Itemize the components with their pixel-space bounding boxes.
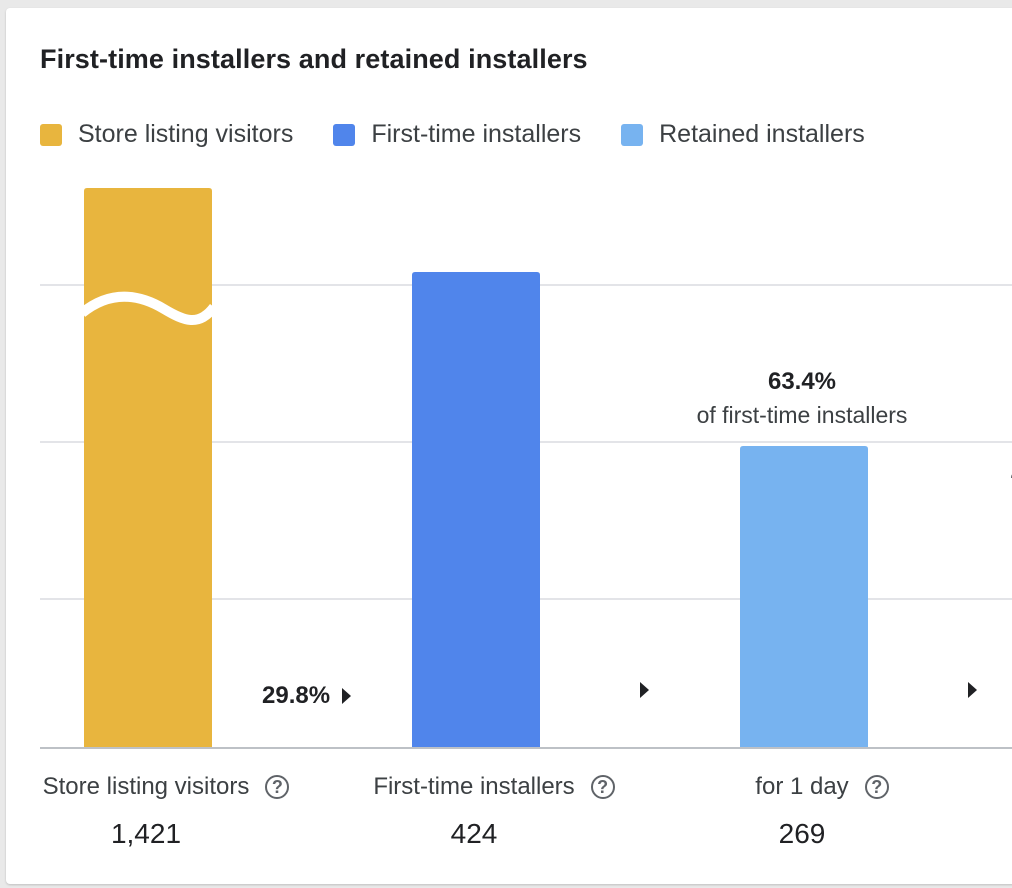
help-icon[interactable]: ?: [864, 775, 889, 799]
chart-card: First-time installers and retained insta…: [6, 8, 1012, 884]
legend-swatch-retained: [621, 123, 644, 146]
legend-swatch-visitors: [40, 123, 62, 146]
legend: Store listing visitors First-time instal…: [40, 120, 905, 149]
help-icon[interactable]: ?: [590, 775, 615, 799]
value-retained: 269: [778, 818, 826, 849]
category-label-first-time: First-time installers ?: [344, 773, 644, 801]
bar-visitors[interactable]: [84, 188, 212, 748]
arrow-right-icon: [968, 682, 977, 698]
arrow-right-icon: [342, 688, 352, 704]
retained-percent-subtitle: of first-time installers: [696, 402, 908, 428]
category-label-text: First-time installers: [373, 773, 575, 800]
category-label-visitors: Store listing visitors ?: [16, 773, 316, 801]
conversion-rate: 29.8%: [262, 682, 352, 710]
chart-plot: [40, 188, 1012, 749]
help-icon[interactable]: ?: [265, 775, 290, 799]
category-label-retained: for 1 day ?: [672, 773, 972, 801]
bars: [78, 188, 868, 748]
category-label-text: for 1 day: [755, 773, 849, 800]
arrow-right-icon: [640, 682, 649, 698]
retained-percent: 63.4%: [767, 368, 837, 395]
conversion-arrow-3: [956, 682, 977, 698]
legend-item-retained[interactable]: Retained installers: [621, 120, 865, 149]
value-first-time: 424: [450, 818, 498, 849]
legend-label-first-time: First-time installers: [371, 120, 582, 148]
legend-item-visitors[interactable]: Store listing visitors: [40, 120, 293, 149]
legend-label-retained: Retained installers: [659, 120, 865, 148]
conversion-arrow-2: [628, 682, 649, 698]
bar-first-time[interactable]: [412, 272, 540, 748]
retained-annotation: 63.4% of first-time installers: [652, 368, 952, 429]
chart-title: First-time installers and retained insta…: [40, 44, 588, 74]
value-visitors: 1,421: [110, 818, 182, 849]
axis-break-mark: [78, 291, 218, 326]
category-label-text: Store listing visitors: [42, 773, 250, 800]
legend-item-first-time[interactable]: First-time installers: [333, 120, 581, 149]
bar-retained[interactable]: [740, 446, 868, 748]
legend-swatch-first-time: [333, 123, 356, 146]
legend-label-visitors: Store listing visitors: [78, 120, 294, 148]
conversion-rate-value: 29.8%: [262, 682, 331, 709]
